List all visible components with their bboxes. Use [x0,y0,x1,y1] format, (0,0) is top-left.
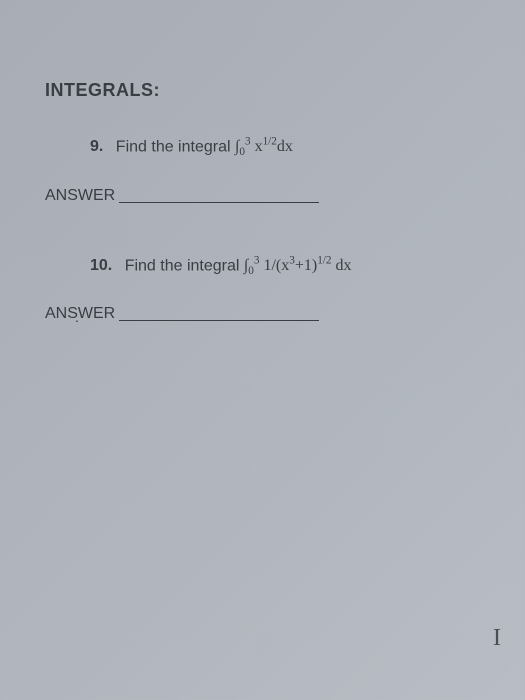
question-9: 9. Find the integral ∫03 x1/2dx ANSWER [45,136,480,205]
question-number: 10. [90,257,112,274]
section-title: INTEGRALS: [45,80,480,101]
answer-line: ANSWER [45,187,480,205]
worksheet-page: INTEGRALS: 9. Find the integral ∫03 x1/2… [0,0,525,700]
question-10: 10. Find the integral ∫03 1/(x3+1)1/2 dx… [45,255,480,324]
answer-blank[interactable] [119,202,319,203]
question-prompt: Find the integral [125,257,240,274]
answer-blank[interactable] [119,320,319,321]
question-prompt: Find the integral [116,138,231,155]
answer-line: ANSWER [45,305,480,323]
question-text: 10. Find the integral ∫03 1/(x3+1)1/2 dx [45,255,480,278]
integral-expression: ∫03 1/(x3+1)1/2 dx [244,257,352,274]
text-cursor-icon: I [493,625,501,652]
question-text: 9. Find the integral ∫03 x1/2dx [45,136,480,159]
question-number: 9. [90,138,103,155]
answer-label: ANSWER [45,187,115,205]
integral-expression: ∫03 x1/2dx [235,138,293,155]
answer-label: ANSWER [45,305,115,323]
